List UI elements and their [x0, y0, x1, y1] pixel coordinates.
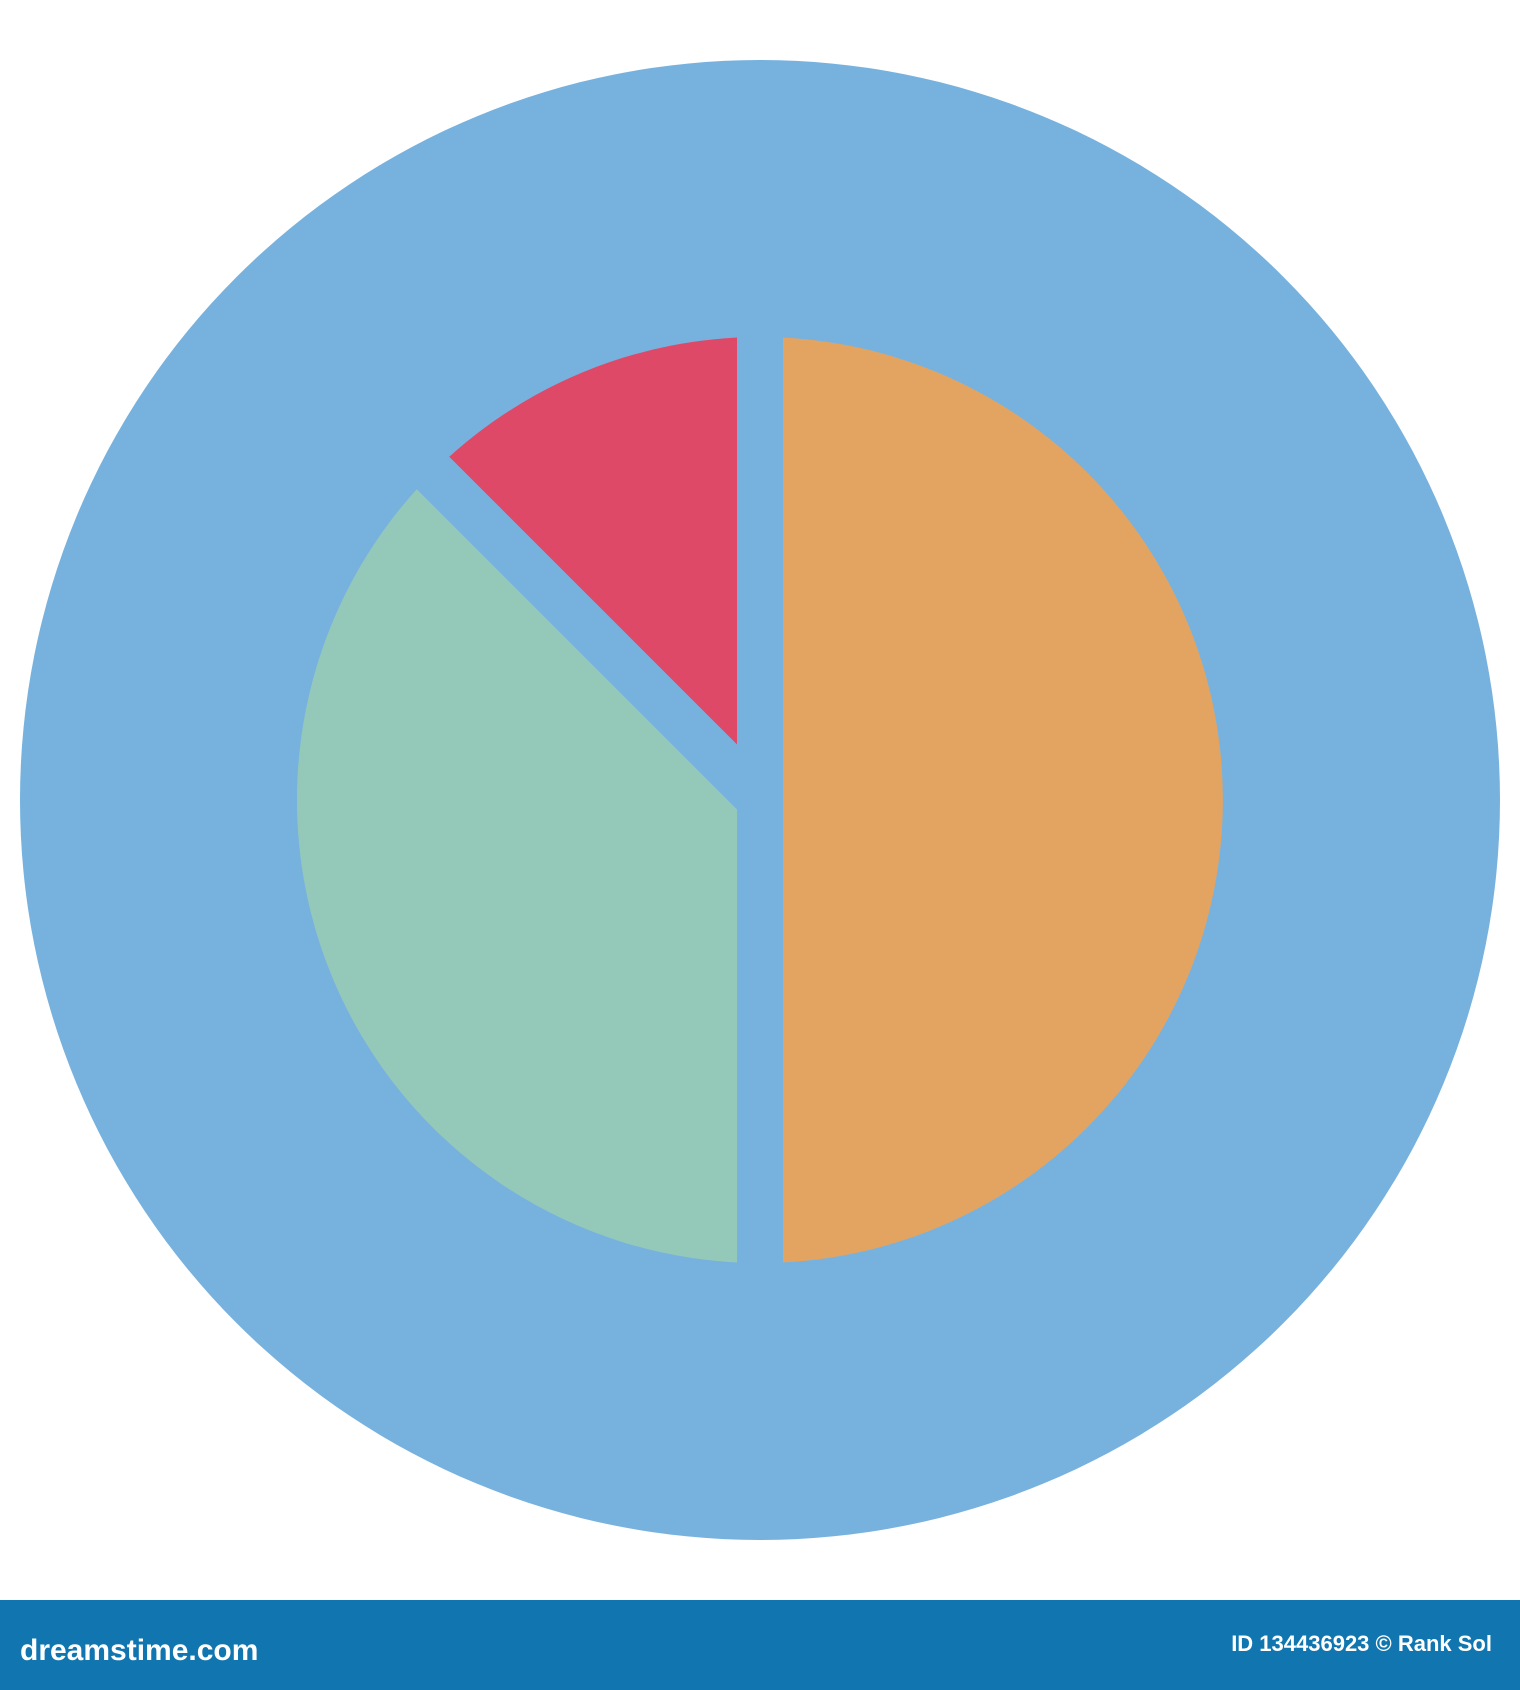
slice-gap — [402, 442, 777, 817]
pie-slice — [296, 472, 760, 1263]
footer-site: dreamstime.com — [20, 1634, 258, 1667]
footer-credit: ID 134436923 © Rank Sol — [1231, 1631, 1492, 1656]
pie-slice — [432, 337, 760, 800]
footer-band — [0, 1600, 1520, 1690]
pie-slice — [760, 337, 1223, 1263]
